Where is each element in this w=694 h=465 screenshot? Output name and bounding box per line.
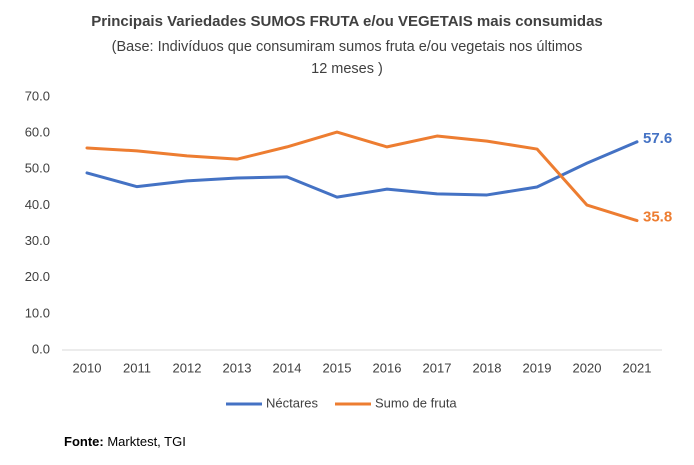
chart-subtitle: (Base: Indivíduos que consumiram sumos f… (112, 39, 583, 55)
y-tick-label: 70.0 (25, 88, 50, 103)
chart-subtitle: 12 meses ) (311, 61, 383, 77)
line-series (85, 130, 639, 223)
y-tick-label: 50.0 (25, 161, 50, 176)
x-tick-label: 2021 (623, 360, 652, 375)
y-tick-label: 20.0 (25, 269, 50, 284)
x-tick-label: 2020 (573, 360, 602, 375)
x-tick-label: 2018 (473, 360, 502, 375)
x-tick-label: 2017 (423, 360, 452, 375)
source: Fonte: Marktest, TGI (64, 434, 186, 449)
x-tick-label: 2011 (123, 360, 151, 375)
x-tick-label: 2012 (173, 360, 202, 375)
y-tick-label: 0.0 (32, 341, 50, 356)
end-value-label: 35.8 (643, 209, 672, 226)
end-value-label: 57.6 (643, 130, 672, 147)
legend-label: Sumo de fruta (375, 395, 457, 410)
y-tick-label: 60.0 (25, 125, 50, 140)
y-tick-label: 40.0 (25, 197, 50, 212)
legend-label: Néctares (266, 395, 319, 410)
x-tick-label: 2010 (73, 360, 102, 375)
line-series (85, 140, 639, 199)
source-label: Fonte: (64, 434, 104, 449)
source-text: Marktest, TGI (107, 434, 186, 449)
x-tick-label: 2013 (223, 360, 252, 375)
chart-title: Principais Variedades SUMOS FRUTA e/ou V… (91, 13, 603, 30)
x-tick-label: 2014 (273, 360, 302, 375)
y-tick-label: 10.0 (25, 305, 50, 320)
x-tick-label: 2019 (523, 360, 552, 375)
x-tick-label: 2015 (323, 360, 352, 375)
y-tick-label: 30.0 (25, 233, 50, 248)
x-tick-label: 2016 (373, 360, 402, 375)
